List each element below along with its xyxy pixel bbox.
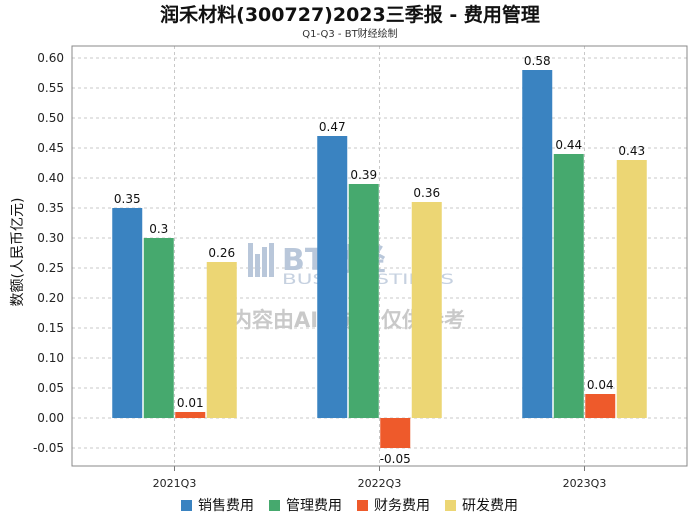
grid-lines [72,46,687,466]
chart-title: 润禾材料(300727)2023三季报 - 费用管理 [160,3,540,26]
y-tick-label: 0.15 [37,321,64,335]
data-label: 0.36 [413,186,440,200]
bar [348,184,379,418]
legend-swatch [445,500,456,511]
data-label: 0.44 [555,138,582,152]
legend-swatch [269,500,280,511]
x-tick-label: 2021Q3 [153,477,197,490]
legend-label: 管理费用 [286,498,342,514]
y-tick-label: 0.50 [37,111,64,125]
y-tick-label: 0.00 [37,411,64,425]
bar [175,412,206,418]
bar [206,262,237,418]
y-tick-label: 0.20 [37,291,64,305]
bar [553,154,584,418]
y-tick-label: 0.25 [37,261,64,275]
bar [143,238,174,418]
y-tick-label: 0.35 [37,201,64,215]
data-label: 0.26 [208,246,235,260]
y-tick-label: 0.05 [37,381,64,395]
data-label: 0.43 [618,144,645,158]
chart-subtitle: Q1-Q3 - BT财经绘制 [302,27,397,40]
data-label: 0.58 [524,54,551,68]
legend: 销售费用 管理费用 财务费用 研发费用 [181,498,518,514]
data-label: 0.3 [149,222,168,236]
data-label: 0.01 [177,396,204,410]
watermark-logo-icon [248,243,274,277]
y-tick-label: 0.60 [37,51,64,65]
bar [317,136,348,418]
y-axis-label: 数额(人民币亿元) [10,198,26,307]
data-label: 0.47 [319,120,346,134]
y-tick-label: 0.45 [37,141,64,155]
data-label: 0.04 [587,378,614,392]
bar [616,160,647,418]
y-tick-label: 0.30 [37,231,64,245]
y-tick-label: 0.55 [37,81,64,95]
bar [585,394,616,418]
bar [411,202,442,418]
plot-frame [71,45,688,467]
axes: 0.60 0.55 0.50 0.45 0.40 0.35 0.30 0.25 0.20 0.15… [33,45,688,490]
bars [112,70,647,448]
legend-swatch [181,500,192,511]
x-tick-label: 2023Q3 [563,477,607,490]
legend-label: 销售费用 [198,498,254,514]
data-label: -0.05 [380,452,411,466]
bar [112,208,143,418]
legend-label: 财务费用 [374,498,430,514]
data-label: 0.39 [350,168,377,182]
y-tick-label: 0.10 [37,351,64,365]
legend-label: 研发费用 [462,498,518,514]
legend-swatch [357,500,368,511]
data-labels: 0.35 0.47 0.58 0.3 0.39 0.44 0.01 -0.05 0.04 0.26… [114,54,645,466]
y-tick-label: -0.05 [33,441,64,455]
bar [522,70,553,418]
data-label: 0.35 [114,192,141,206]
x-tick-label: 2022Q3 [358,477,402,490]
y-tick-label: 0.40 [37,171,64,185]
bar [380,418,411,448]
